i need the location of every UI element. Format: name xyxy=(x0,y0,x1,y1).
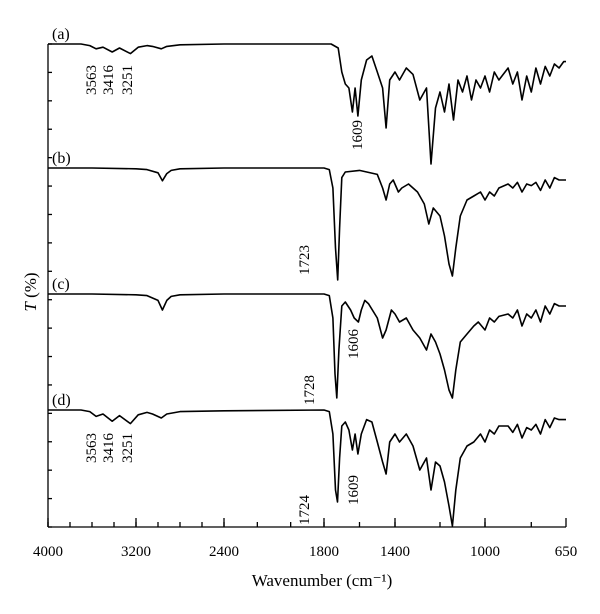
x-tick-label: 1400 xyxy=(380,544,410,560)
peak-label: 1724 xyxy=(297,495,313,526)
x-tick-label: 650 xyxy=(555,544,578,560)
x-tick-label: 1000 xyxy=(470,544,500,560)
x-tick-label: 3200 xyxy=(121,544,151,560)
y-axis-title-unit: (%) xyxy=(21,272,40,302)
peak-label: 1606 xyxy=(346,329,362,360)
x-axis: 4000 3200 2400 1800 1400 1000 650 xyxy=(33,518,577,560)
peak-label: 3563 xyxy=(84,433,100,463)
peak-label: 1609 xyxy=(346,475,362,505)
y-axis-title-symbol: T xyxy=(21,301,40,312)
x-tick-label: 4000 xyxy=(33,544,63,560)
series-label-b: (b) xyxy=(52,150,71,167)
peak-label: 1728 xyxy=(302,375,318,405)
series-label-c: (c) xyxy=(52,276,70,293)
spectrum-trace-d xyxy=(48,409,566,527)
series-label-d: (d) xyxy=(52,392,71,409)
peak-label: 3251 xyxy=(120,433,136,463)
peak-label: 1609 xyxy=(350,120,366,150)
spectrum-trace-c xyxy=(48,293,566,399)
spectrum-trace-a xyxy=(48,43,566,165)
x-tick-label: 1800 xyxy=(309,544,339,560)
peak-label: 1723 xyxy=(297,245,313,275)
peak-label: 3416 xyxy=(101,433,117,464)
spectrum-trace-b xyxy=(48,167,566,281)
spectra-traces xyxy=(48,43,566,527)
series-labels: (a) (b) (c) (d) xyxy=(52,26,71,409)
peak-label: 3563 xyxy=(84,65,100,95)
series-label-a: (a) xyxy=(52,26,70,43)
y-axis-title: T (%) xyxy=(21,272,40,311)
y-axis xyxy=(47,43,52,528)
peak-label: 3251 xyxy=(120,65,136,95)
x-tick-label: 2400 xyxy=(209,544,239,560)
x-axis-title: Wavenumber (cm⁻¹) xyxy=(252,571,393,590)
peak-label: 3416 xyxy=(101,65,117,96)
